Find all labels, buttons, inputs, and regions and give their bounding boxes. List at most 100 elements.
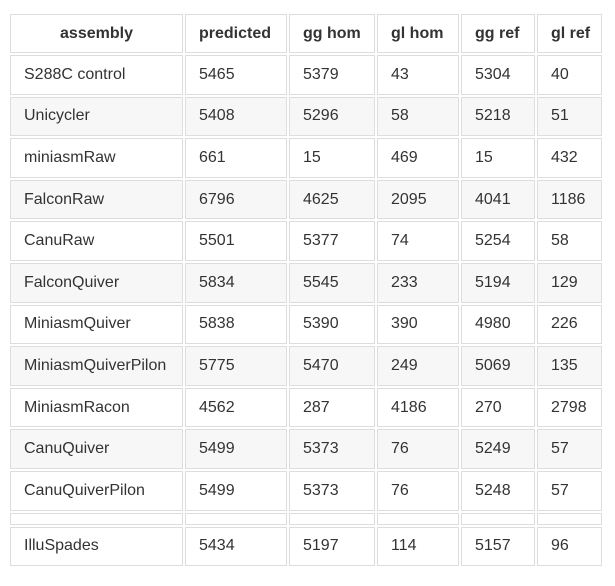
cell-predicted: 5838	[185, 304, 287, 345]
cell-gl-ref: 57	[537, 470, 602, 511]
column-header-gg-ref[interactable]: gg ref	[461, 14, 535, 53]
cell-assembly: MiniasmRacon	[10, 387, 183, 428]
cell-gg-hom: 5296	[289, 96, 375, 137]
cell-gg-hom: 5373	[289, 429, 375, 469]
column-header-assembly[interactable]: assembly	[10, 14, 183, 53]
cell-predicted: 5408	[185, 96, 287, 137]
cell-predicted: 4562	[185, 387, 287, 428]
cell-gg-ref: 5157	[461, 526, 535, 567]
cell-gl-hom: 76	[377, 470, 459, 511]
cell-gl-ref: 226	[537, 304, 602, 345]
cell-gg-ref: 5304	[461, 55, 535, 95]
cell-predicted: 5834	[185, 262, 287, 303]
cell-gl-ref: 57	[537, 429, 602, 469]
cell-gg-hom: 5373	[289, 470, 375, 511]
cell-gg-ref: 5249	[461, 429, 535, 469]
cell-assembly	[10, 512, 183, 525]
cell-assembly: MiniasmQuiver	[10, 304, 183, 345]
cell-assembly: miniasmRaw	[10, 138, 183, 178]
cell-gl-hom: 74	[377, 221, 459, 261]
cell-gl-hom: 43	[377, 55, 459, 95]
table-row: CanuQuiverPilon 5499 5373 76 5248 57	[10, 470, 602, 511]
table-row: MiniasmQuiver 5838 5390 390 4980 226	[10, 304, 602, 345]
cell-gl-hom: 233	[377, 262, 459, 303]
cell-gg-hom: 5197	[289, 526, 375, 567]
cell-gl-hom: 114	[377, 526, 459, 567]
cell-gl-hom: 58	[377, 96, 459, 137]
table-row: IlluSpades 5434 5197 114 5157 96	[10, 526, 602, 567]
cell-gg-hom	[289, 512, 375, 525]
cell-gl-hom: 390	[377, 304, 459, 345]
cell-gl-ref: 432	[537, 138, 602, 178]
column-header-predicted[interactable]: predicted	[185, 14, 287, 53]
cell-gl-hom: 2095	[377, 179, 459, 220]
cell-predicted: 5499	[185, 470, 287, 511]
cell-assembly: FalconRaw	[10, 179, 183, 220]
cell-predicted: 5465	[185, 55, 287, 95]
cell-gg-hom: 5390	[289, 304, 375, 345]
table-row: Unicycler 5408 5296 58 5218 51	[10, 96, 602, 137]
cell-gl-ref: 51	[537, 96, 602, 137]
column-header-gl-ref[interactable]: gl ref	[537, 14, 602, 53]
cell-predicted	[185, 512, 287, 525]
cell-predicted: 6796	[185, 179, 287, 220]
column-header-gl-hom[interactable]: gl hom	[377, 14, 459, 53]
cell-gg-ref	[461, 512, 535, 525]
cell-predicted: 661	[185, 138, 287, 178]
assembly-results-table: assembly predicted gg hom gl hom gg ref …	[8, 12, 604, 568]
table-row: miniasmRaw 661 15 469 15 432	[10, 138, 602, 178]
cell-gg-hom: 5545	[289, 262, 375, 303]
cell-gg-ref: 5069	[461, 346, 535, 386]
table-row: CanuRaw 5501 5377 74 5254 58	[10, 221, 602, 261]
cell-predicted: 5434	[185, 526, 287, 567]
table-row: FalconQuiver 5834 5545 233 5194 129	[10, 262, 602, 303]
cell-gg-ref: 15	[461, 138, 535, 178]
cell-gg-hom: 5379	[289, 55, 375, 95]
table-row: CanuQuiver 5499 5373 76 5249 57	[10, 429, 602, 469]
cell-assembly: CanuQuiverPilon	[10, 470, 183, 511]
cell-gg-ref: 4980	[461, 304, 535, 345]
cell-assembly: S288C control	[10, 55, 183, 95]
cell-assembly: CanuRaw	[10, 221, 183, 261]
cell-assembly: CanuQuiver	[10, 429, 183, 469]
cell-gg-ref: 5254	[461, 221, 535, 261]
cell-gg-ref: 4041	[461, 179, 535, 220]
cell-gg-hom: 15	[289, 138, 375, 178]
table-row-empty	[10, 512, 602, 525]
cell-gl-ref: 135	[537, 346, 602, 386]
cell-gl-ref	[537, 512, 602, 525]
cell-gl-hom: 469	[377, 138, 459, 178]
cell-assembly: Unicycler	[10, 96, 183, 137]
cell-predicted: 5499	[185, 429, 287, 469]
column-header-gg-hom[interactable]: gg hom	[289, 14, 375, 53]
cell-predicted: 5501	[185, 221, 287, 261]
cell-gg-hom: 5377	[289, 221, 375, 261]
table-row: S288C control 5465 5379 43 5304 40	[10, 55, 602, 95]
cell-gg-ref: 5248	[461, 470, 535, 511]
cell-gl-ref: 40	[537, 55, 602, 95]
cell-gg-hom: 5470	[289, 346, 375, 386]
table-row: MiniasmRacon 4562 287 4186 270 2798	[10, 387, 602, 428]
cell-assembly: IlluSpades	[10, 526, 183, 567]
cell-gl-hom: 76	[377, 429, 459, 469]
cell-gg-hom: 4625	[289, 179, 375, 220]
cell-gl-hom	[377, 512, 459, 525]
cell-gg-ref: 5218	[461, 96, 535, 137]
table-header-row: assembly predicted gg hom gl hom gg ref …	[10, 14, 602, 53]
cell-assembly: MiniasmQuiverPilon	[10, 346, 183, 386]
cell-gg-hom: 287	[289, 387, 375, 428]
cell-gl-ref: 2798	[537, 387, 602, 428]
cell-gg-ref: 5194	[461, 262, 535, 303]
table-row: MiniasmQuiverPilon 5775 5470 249 5069 13…	[10, 346, 602, 386]
cell-gl-hom: 249	[377, 346, 459, 386]
cell-assembly: FalconQuiver	[10, 262, 183, 303]
cell-gl-ref: 58	[537, 221, 602, 261]
cell-gl-ref: 96	[537, 526, 602, 567]
cell-predicted: 5775	[185, 346, 287, 386]
cell-gl-hom: 4186	[377, 387, 459, 428]
cell-gg-ref: 270	[461, 387, 535, 428]
results-table-container: assembly predicted gg hom gl hom gg ref …	[8, 12, 604, 568]
cell-gl-ref: 1186	[537, 179, 602, 220]
table-row: FalconRaw 6796 4625 2095 4041 1186	[10, 179, 602, 220]
cell-gl-ref: 129	[537, 262, 602, 303]
